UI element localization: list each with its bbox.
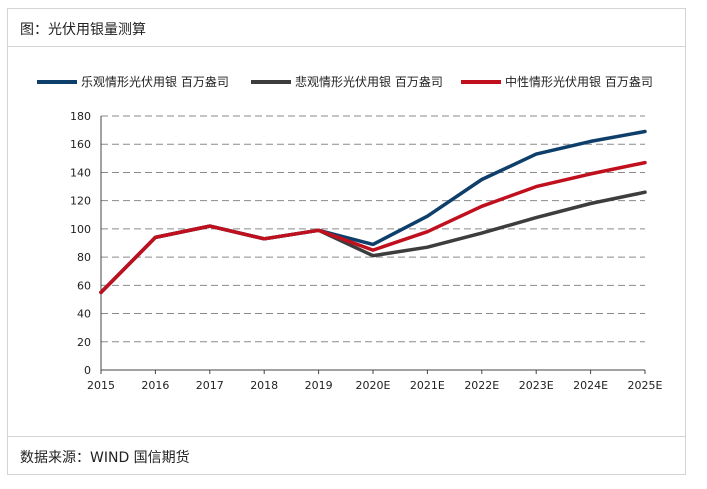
y-tick-label: 20	[77, 336, 91, 349]
chart-title: 图：光伏用银量测算	[20, 22, 146, 38]
y-tick-label: 180	[70, 110, 91, 123]
y-tick-label: 100	[70, 223, 91, 236]
x-tick-label: 2015	[87, 379, 115, 392]
y-tick-label: 80	[77, 251, 91, 264]
legend-label-2: 中性情形光伏用银 百万盎司	[505, 74, 653, 89]
legend: 乐观情形光伏用银 百万盎司 悲观情形光伏用银 百万盎司 中性情形光伏用银 百万盎司	[37, 74, 653, 89]
x-tick-label: 2022E	[464, 379, 499, 392]
y-tick-label: 60	[77, 279, 91, 292]
axes: 0 20 40 60 80 100 120 140 160 180 2015 2016 2017 2018…	[70, 110, 663, 392]
x-tick-label: 2017	[196, 379, 224, 392]
footer-bar: 数据来源：WIND 国信期货	[8, 436, 685, 474]
y-tick-label: 0	[84, 364, 91, 377]
series-lines	[99, 129, 647, 295]
x-tick-label: 2016	[141, 379, 169, 392]
data-source: 数据来源：WIND 国信期货	[20, 450, 190, 466]
series-line-2	[99, 160, 647, 295]
x-tick-label: 2019	[305, 379, 333, 392]
legend-label-0: 乐观情形光伏用银 百万盎司	[81, 75, 229, 89]
x-tick-label: 2020E	[356, 379, 391, 392]
x-tick-label: 2023E	[519, 379, 554, 392]
title-bar: 图：光伏用银量测算	[8, 9, 685, 47]
y-tick-label: 120	[70, 195, 91, 208]
x-tick-label: 2021E	[410, 379, 445, 392]
x-tick-label: 2024E	[573, 379, 608, 392]
legend-label-1: 悲观情形光伏用银 百万盎司	[295, 74, 443, 89]
series-line-1	[99, 190, 647, 295]
x-tick-label: 2018	[250, 379, 278, 392]
y-tick-label: 40	[77, 308, 91, 321]
x-tick-label: 2025E	[628, 379, 663, 392]
y-tick-label: 160	[70, 138, 91, 151]
y-tick-label: 140	[70, 166, 91, 179]
grid	[101, 115, 645, 343]
